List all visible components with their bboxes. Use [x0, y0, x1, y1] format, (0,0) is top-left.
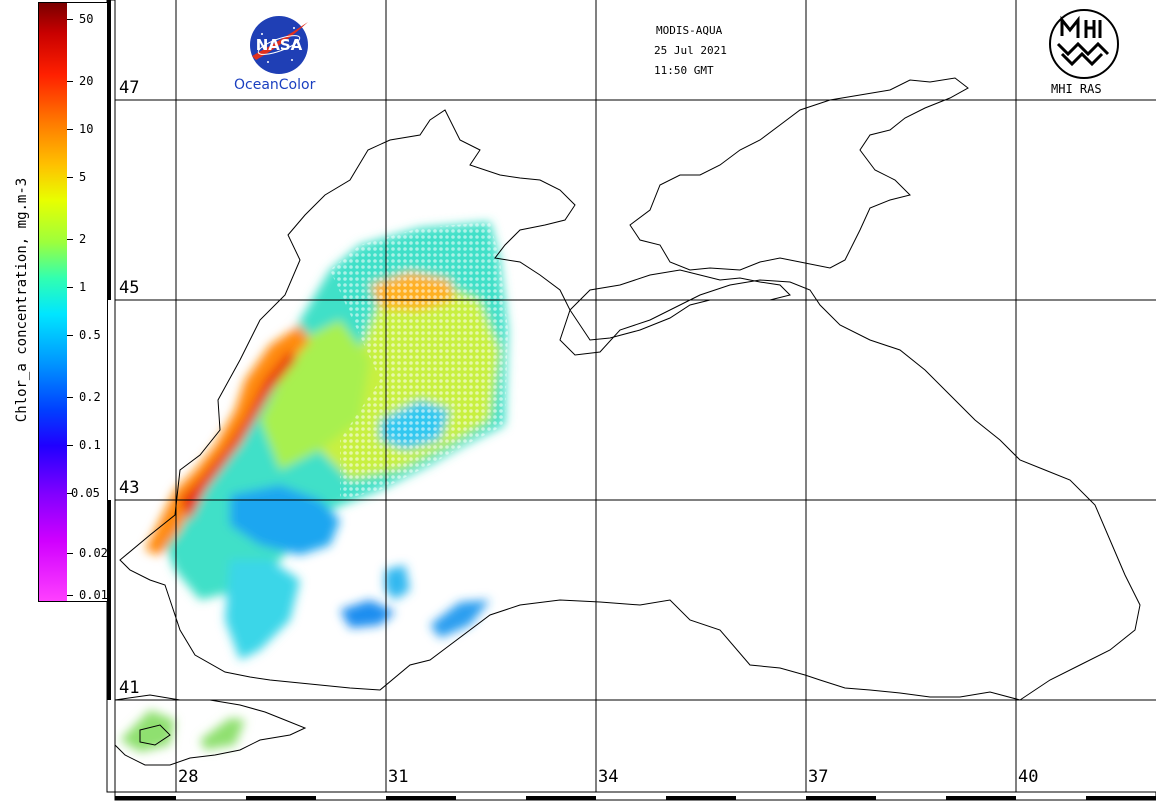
satellite-name: MODIS-AQUA [656, 24, 723, 37]
colorbar-tick: 5 [79, 170, 87, 184]
graticule [107, 0, 1156, 792]
lon-label: 31 [388, 767, 409, 787]
colorbar-tick: 10 [79, 122, 94, 136]
mhi-ras-label: MHI RAS [1051, 82, 1102, 96]
lon-label: 28 [178, 767, 199, 787]
colorbar-tick: 20 [79, 74, 94, 88]
colorbar-tick: 50 [79, 12, 94, 26]
colorbar-gradient [38, 2, 69, 602]
lon-label: 40 [1018, 767, 1039, 787]
lon-label: 34 [598, 767, 619, 787]
colorbar-tick: 0.1 [79, 438, 101, 452]
colorbar-scale: 50 20 10 5 2 1 0.5 0.2 0.1 0.05 0.02 0.0… [67, 2, 108, 602]
nasa-logo-text: NASA [256, 36, 303, 54]
mhi-ras-logo [1049, 9, 1119, 79]
colorbar-tick: 1 [79, 280, 87, 294]
lon-label: 37 [808, 767, 829, 787]
lat-label: 43 [119, 478, 140, 498]
chlorophyll-field [120, 222, 508, 752]
colorbar-tick: 0.05 [71, 486, 100, 500]
oceancolor-label: OceanColor [234, 77, 316, 93]
colorbar-tick: 0.02 [79, 546, 108, 560]
colorbar-tick: 0.01 [79, 588, 108, 602]
frame-ruler [106, 0, 1156, 801]
colorbar-tick: 0.2 [79, 390, 101, 404]
coastline [114, 77, 1141, 766]
nasa-logo: NASA [250, 16, 308, 74]
lat-label: 47 [119, 78, 140, 98]
image-time: 11:50 GMT [654, 64, 714, 77]
image-date: 25 Jul 2021 [654, 44, 727, 57]
lat-label: 41 [119, 678, 140, 698]
lat-label: 45 [119, 278, 140, 298]
colorbar-title: Chlor_a concentration, mg.m-3 [14, 177, 30, 423]
colorbar-tick: 2 [79, 232, 87, 246]
colorbar-tick: 0.5 [79, 328, 101, 342]
